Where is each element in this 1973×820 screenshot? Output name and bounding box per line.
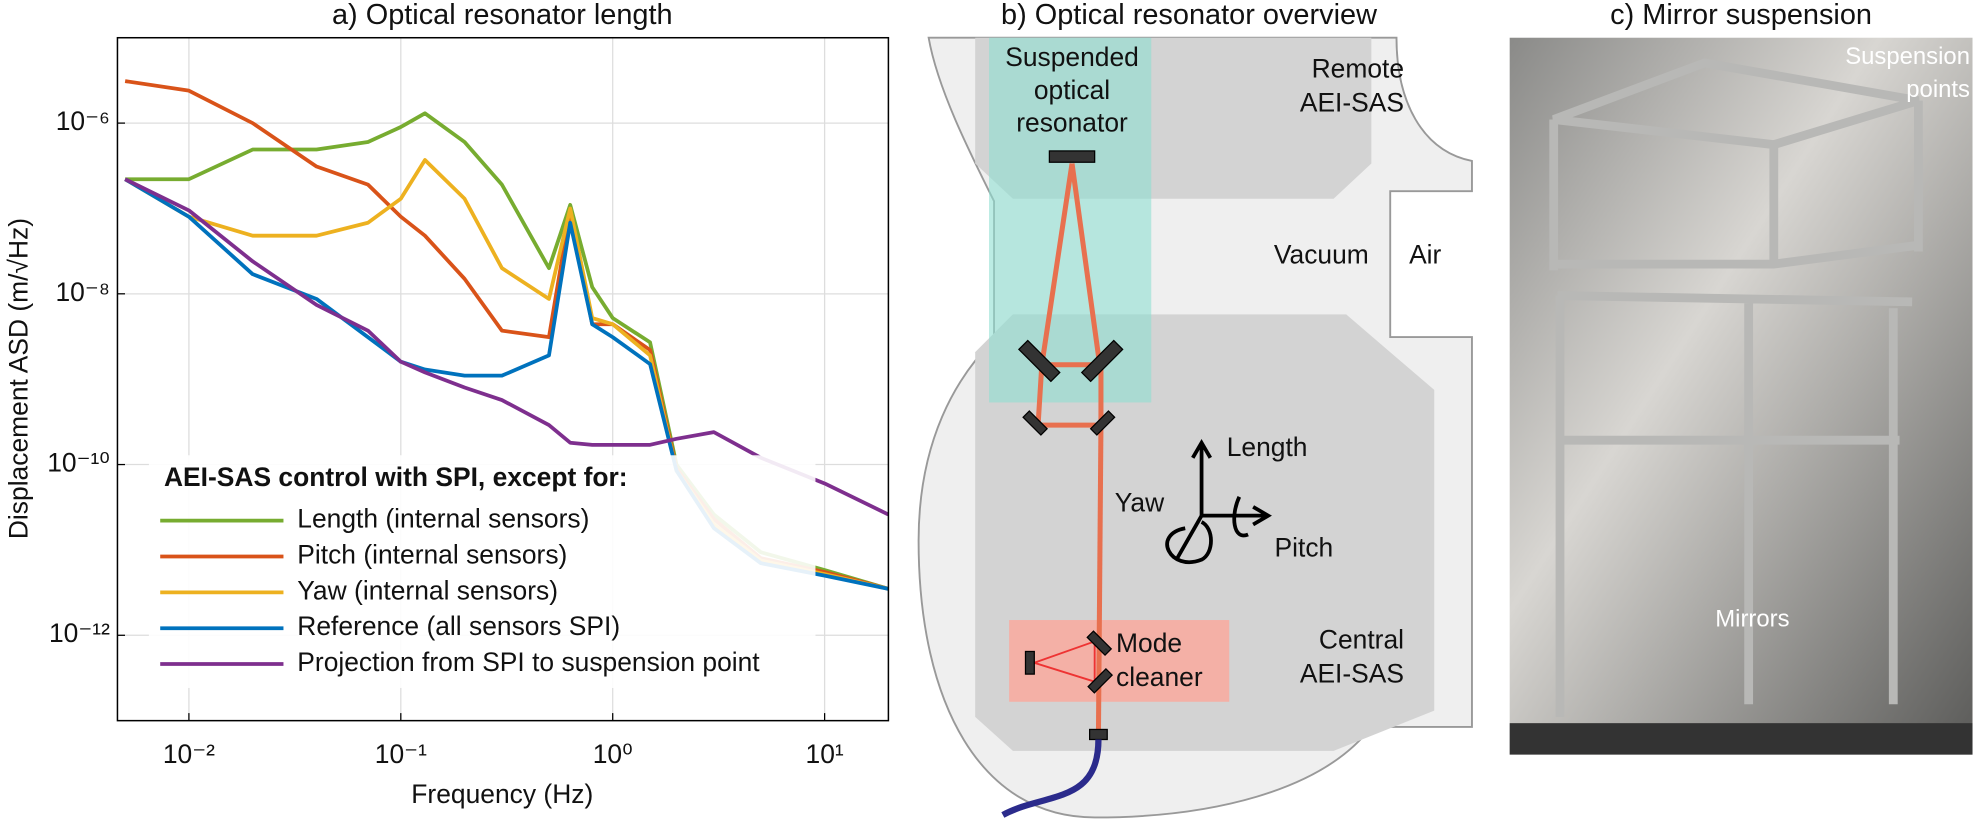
legend-label: Length (internal sensors): [297, 504, 589, 534]
y-tick-label: 10⁻¹²: [49, 618, 110, 648]
series-line: [124, 177, 890, 517]
diagram-title: b) Optical resonator overview: [1001, 0, 1377, 31]
label: Vacuum: [1274, 240, 1369, 270]
x-tick-label: 10¹: [806, 739, 844, 769]
diagram: b) Optical resonator overview: [917, 0, 1473, 819]
label: Central: [1319, 624, 1404, 654]
photo: c) Mirror suspension Suspension points M…: [1509, 0, 1973, 755]
label: Suspension: [1845, 43, 1970, 70]
mirrors: [1017, 150, 1124, 741]
label: Suspended: [1005, 42, 1139, 72]
photo-title: c) Mirror suspension: [1610, 0, 1872, 31]
label: AEI-SAS: [1300, 658, 1404, 688]
label: Yaw: [1115, 487, 1165, 517]
table: [1509, 723, 1973, 755]
x-axis-label: Frequency (Hz): [411, 779, 593, 809]
label: optical: [1034, 75, 1110, 105]
legend-title: AEI-SAS control with SPI, except for:: [164, 462, 628, 492]
legend-bg: [148, 455, 816, 688]
label: Length: [1227, 432, 1308, 462]
y-tick-label: 10⁻⁸: [55, 277, 109, 307]
y-tick-label: 10⁻⁶: [56, 106, 110, 136]
label: resonator: [1016, 107, 1128, 137]
frame: [1549, 58, 1923, 717]
label: Pitch: [1275, 533, 1334, 563]
label: AEI-SAS: [1300, 87, 1404, 117]
label: Air: [1409, 240, 1441, 270]
chart-title: a) Optical resonator length: [332, 0, 673, 31]
y-axis-label: Displacement ASD (m/√Hz): [4, 218, 34, 539]
mode-cleaner-beam: [1031, 640, 1096, 683]
label: Mode: [1116, 628, 1182, 658]
legend-label: Projection from SPI to suspension point: [297, 647, 760, 677]
label: cleaner: [1116, 662, 1203, 692]
plot-frame: [116, 36, 890, 722]
legend-label: Pitch (internal sensors): [297, 539, 567, 569]
label: points: [1906, 76, 1970, 103]
x-tick-label: 10⁰: [593, 739, 633, 769]
resonator-box: [989, 37, 1152, 403]
label: Mirrors: [1715, 605, 1789, 632]
dof-axes: [1165, 438, 1272, 564]
label: Remote: [1312, 53, 1404, 83]
mode-cleaner-box: [1009, 620, 1230, 702]
x-tick-label: 10⁻¹: [375, 739, 427, 769]
y-tick-label: 10⁻¹⁰: [47, 448, 110, 478]
x-tick-label: 10⁻²: [163, 739, 215, 769]
legend-label: Yaw (internal sensors): [297, 575, 558, 605]
fiber: [1001, 739, 1102, 818]
legend-label: Reference (all sensors SPI): [297, 611, 620, 641]
